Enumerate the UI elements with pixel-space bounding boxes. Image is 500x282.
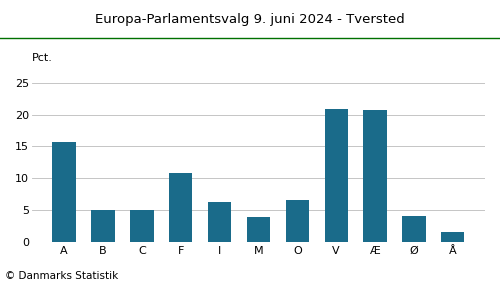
- Bar: [92, 210, 114, 242]
- Bar: [324, 109, 348, 242]
- Bar: [169, 173, 192, 242]
- Bar: [286, 200, 309, 242]
- Text: Europa-Parlamentsvalg 9. juni 2024 - Tversted: Europa-Parlamentsvalg 9. juni 2024 - Tve…: [95, 13, 405, 26]
- Bar: [130, 210, 154, 242]
- Bar: [52, 142, 76, 242]
- Bar: [402, 215, 425, 242]
- Text: © Danmarks Statistik: © Danmarks Statistik: [5, 271, 118, 281]
- Bar: [441, 232, 464, 242]
- Bar: [247, 217, 270, 242]
- Bar: [208, 202, 232, 242]
- Text: Pct.: Pct.: [32, 54, 53, 63]
- Bar: [364, 110, 386, 242]
